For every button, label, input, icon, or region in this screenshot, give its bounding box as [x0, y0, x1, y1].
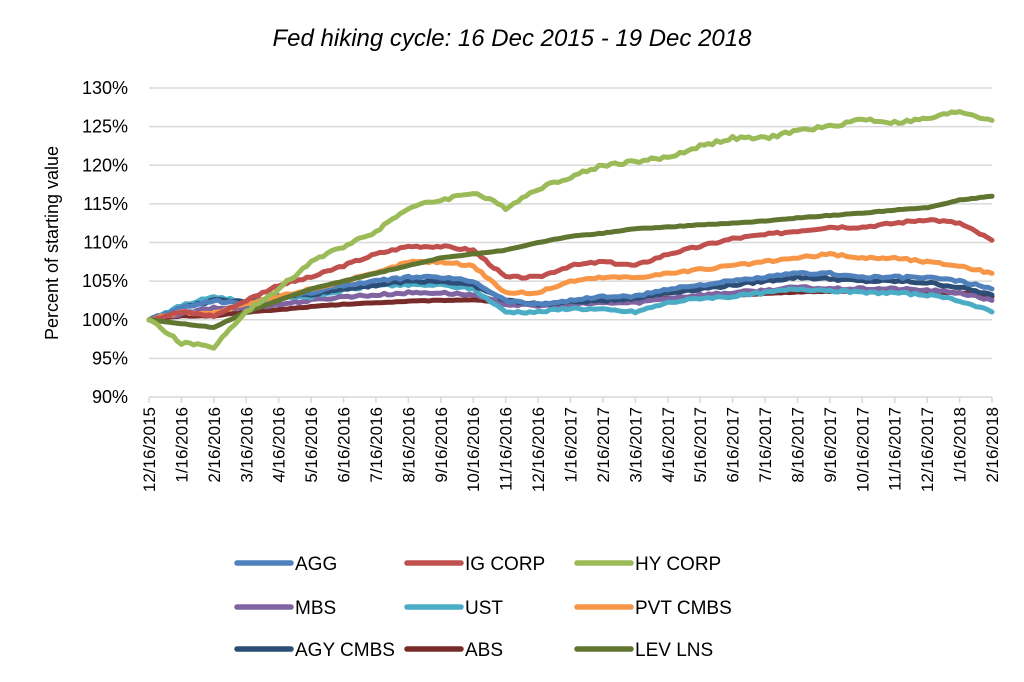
- series-line-hy-corp: [146, 109, 995, 351]
- legend-label: IG CORP: [465, 554, 545, 575]
- x-tick-label: 10/16/2016: [464, 407, 483, 492]
- x-tick-label: 6/16/2017: [724, 407, 743, 483]
- series-line-lev-lns: [146, 193, 995, 330]
- legend-label: AGY CMBS: [295, 640, 395, 661]
- x-tick-label: 1/16/2017: [562, 407, 581, 483]
- x-tick-label: 8/16/2017: [788, 407, 807, 483]
- x-tick-label: 1/16/2018: [951, 407, 970, 483]
- legend-item-abs: ABS: [404, 640, 503, 661]
- y-tick-label: 115%: [83, 194, 128, 214]
- x-tick-label: 3/16/2017: [626, 407, 645, 483]
- y-tick-label: 130%: [82, 78, 128, 98]
- chart-title: Fed hiking cycle: 16 Dec 2015 - 19 Dec 2…: [273, 25, 753, 52]
- x-axis-ticks: 12/16/2015 1/16/2016 2/16/2016 3/16/2016 4/1…: [140, 397, 1002, 492]
- x-tick-label: 2/16/2017: [594, 407, 613, 483]
- y-tick-label: 125%: [82, 117, 128, 137]
- legend-item-lev-lns: LEV LNS: [574, 640, 713, 661]
- x-tick-label: 7/16/2017: [756, 407, 775, 483]
- x-tick-label: 3/16/2016: [237, 407, 256, 483]
- legend-label: ABS: [465, 640, 503, 661]
- legend-item-pvt-cmbs: PVT CMBS: [574, 598, 732, 619]
- x-tick-label: 11/16/2016: [497, 407, 516, 491]
- x-tick-label: 4/16/2016: [270, 407, 289, 483]
- x-tick-label: 5/16/2017: [691, 407, 710, 483]
- x-tick-label: 2/16/2018: [983, 407, 1002, 483]
- x-tick-label: 8/16/2016: [399, 407, 418, 483]
- legend-label: AGG: [295, 554, 337, 575]
- legend-item-agg: AGG: [234, 554, 337, 575]
- series-line-mbs: [146, 284, 995, 323]
- y-tick-label: 100%: [82, 310, 128, 330]
- x-tick-label: 9/16/2016: [432, 407, 451, 483]
- legend-label: MBS: [295, 598, 336, 619]
- y-axis-ticks: 90% 95% 100% 105% 110% 115% 120% 125% 130%: [82, 78, 128, 407]
- x-tick-label: 9/16/2017: [821, 407, 840, 483]
- legend-label: UST: [465, 598, 503, 619]
- x-tick-label: 12/16/2015: [140, 407, 159, 492]
- y-tick-label: 90%: [92, 387, 128, 407]
- legend-item-mbs: MBS: [234, 598, 336, 619]
- x-tick-label: 10/16/2017: [853, 407, 872, 492]
- x-tick-label: 11/16/2017: [886, 407, 905, 491]
- gridlines: [149, 87, 992, 360]
- legend-item-hy-corp: HY CORP: [574, 554, 721, 575]
- legend-item-ig-corp: IG CORP: [404, 554, 545, 575]
- x-tick-label: 7/16/2016: [367, 407, 386, 483]
- x-tick-label: 5/16/2016: [302, 407, 321, 483]
- legend-label: PVT CMBS: [635, 598, 732, 619]
- y-tick-label: 95%: [92, 348, 128, 368]
- y-axis-label: Percent of starting value: [42, 146, 62, 340]
- y-tick-label: 105%: [82, 271, 128, 291]
- legend-item-agy-cmbs: AGY CMBS: [234, 640, 395, 661]
- legend-label: HY CORP: [635, 554, 721, 575]
- y-tick-label: 110%: [83, 233, 128, 253]
- legend-label: LEV LNS: [635, 640, 713, 661]
- y-tick-label: 120%: [82, 155, 128, 175]
- series-lines: [146, 109, 995, 351]
- x-tick-label: 12/16/2017: [918, 407, 937, 492]
- x-tick-label: 4/16/2017: [659, 407, 678, 483]
- legend: AGG IG CORP HY CORP MBS UST PVT CMBS AGY CMBS A…: [234, 554, 732, 661]
- x-tick-label: 12/16/2016: [529, 407, 548, 492]
- x-tick-label: 1/16/2016: [172, 407, 191, 483]
- x-tick-label: 2/16/2016: [205, 407, 224, 483]
- legend-item-ust: UST: [404, 598, 503, 619]
- x-tick-label: 6/16/2016: [335, 407, 354, 483]
